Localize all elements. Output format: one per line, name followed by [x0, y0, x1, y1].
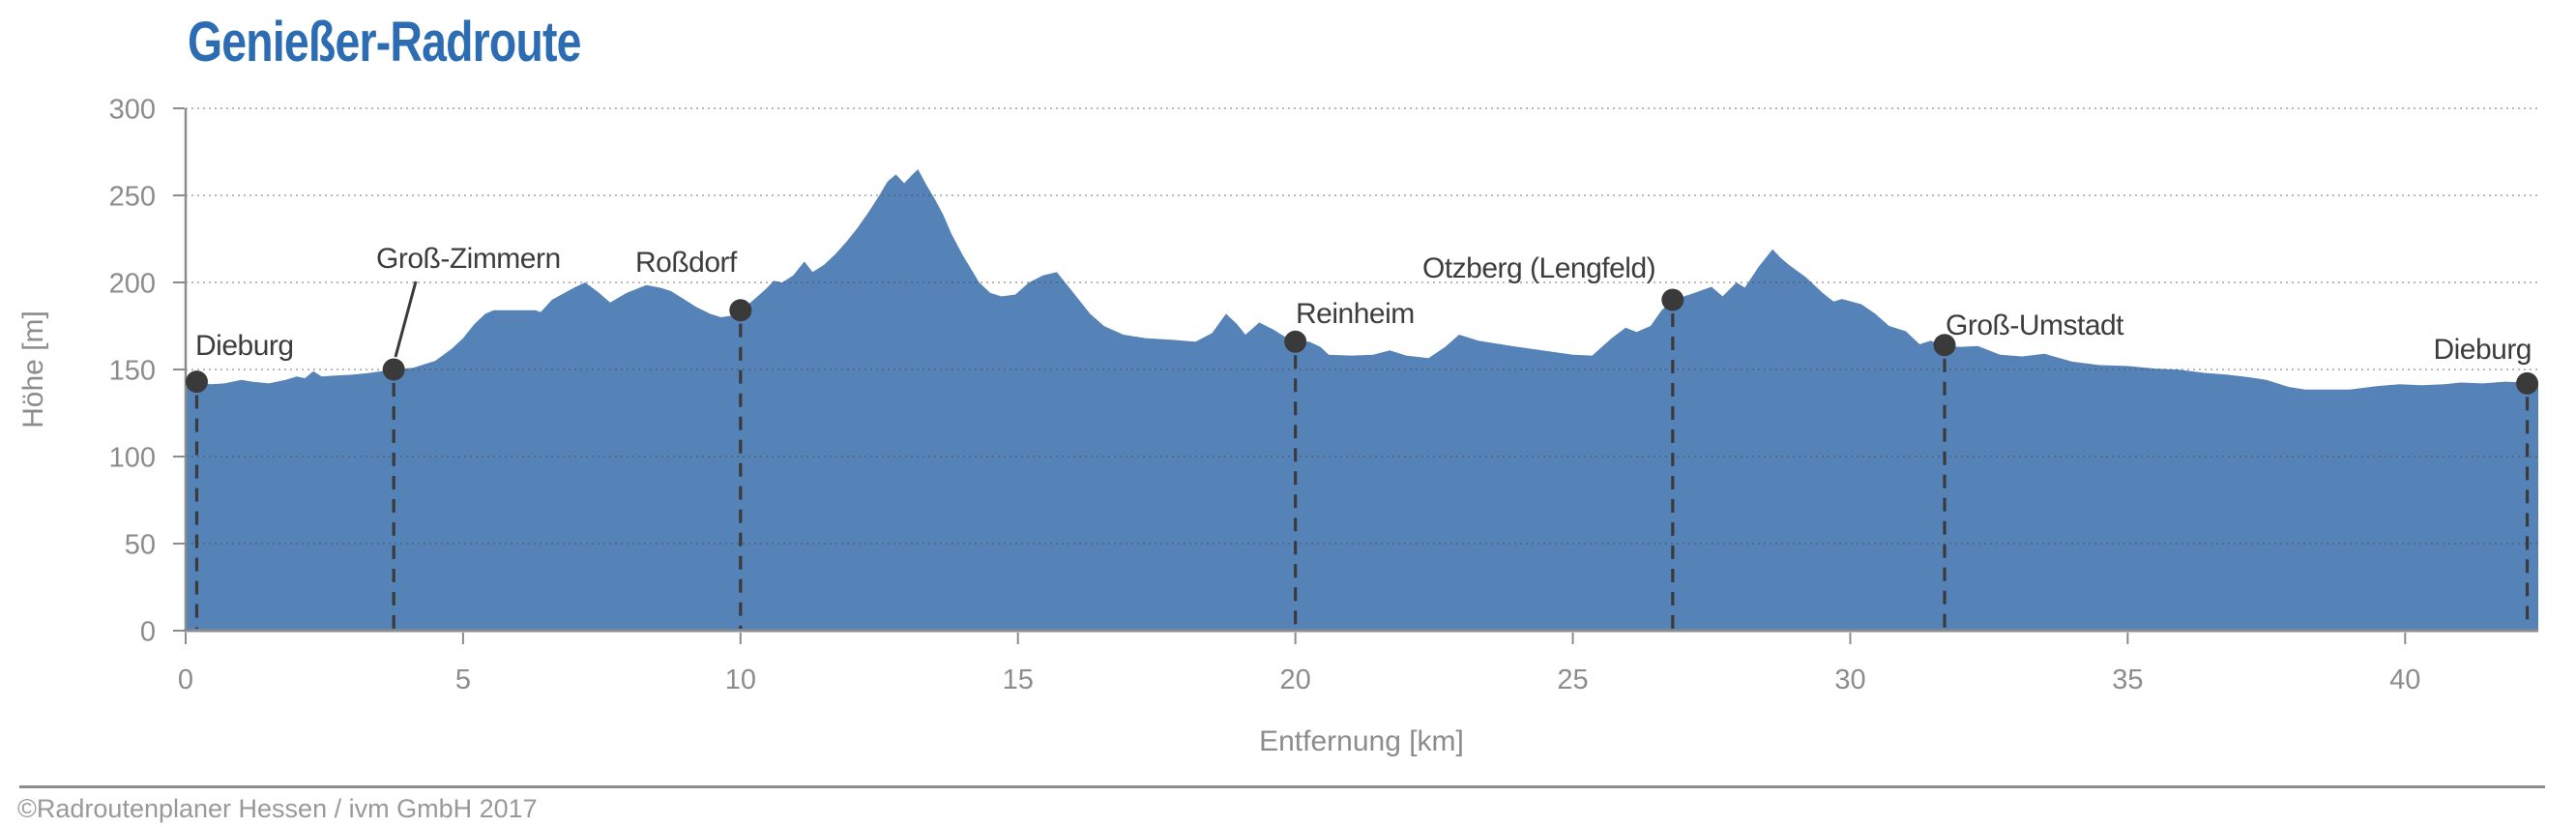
- x-tick-label-35: 35: [2112, 665, 2143, 695]
- x-tick-label-5: 5: [455, 665, 471, 695]
- y-tick-label-100: 100: [109, 443, 156, 474]
- x-tick-label-20: 20: [1280, 665, 1311, 695]
- page-title: Genießer-Radroute: [188, 11, 581, 74]
- x-tick-label-10: 10: [725, 665, 756, 695]
- waypoint-marker-gross-zimmern: [382, 358, 405, 381]
- waypoint-label-reinheim: Reinheim: [1296, 298, 1415, 330]
- y-tick-label-200: 200: [109, 269, 156, 300]
- waypoint-marker-rossdorf: [729, 299, 752, 322]
- y-tick-label-250: 250: [109, 182, 156, 213]
- waypoint-marker-otzberg-lengfeld: [1661, 288, 1684, 311]
- x-tick-label-0: 0: [178, 665, 193, 695]
- x-axis-title: Entfernung [km]: [1259, 725, 1464, 757]
- y-tick-label-0: 0: [140, 617, 156, 648]
- waypoint-marker-dieburg-end: [2516, 371, 2539, 395]
- waypoint-marker-reinheim: [1284, 330, 1307, 353]
- y-tick-label-50: 50: [125, 530, 156, 561]
- waypoint-label-rossdorf: Roßdorf: [635, 247, 738, 279]
- waypoint-label-dieburg-end: Dieburg: [2433, 334, 2532, 366]
- x-tick-label-40: 40: [2389, 665, 2420, 695]
- y-tick-label-300: 300: [109, 95, 156, 126]
- footer-credit: ©Radroutenplaner Hessen / ivm GmbH 2017: [17, 794, 538, 823]
- waypoint-label-gross-umstadt: Groß-Umstadt: [1946, 310, 2124, 341]
- x-tick-label-15: 15: [1003, 665, 1034, 695]
- elevation-chart: 0 50 100 150 200 250 300 0 5 10 15 20 25 30 35 40 Diebur…: [17, 95, 2539, 757]
- waypoint-label-dieburg-start: Dieburg: [195, 330, 294, 362]
- waypoint-leader-gross-zimmern: [394, 281, 418, 358]
- x-tick-label-25: 25: [1557, 665, 1588, 695]
- y-axis-title: Höhe [m]: [17, 310, 49, 428]
- y-tick-label-150: 150: [109, 356, 156, 387]
- waypoint-label-otzberg-lengfeld: Otzberg (Lengfeld): [1422, 252, 1655, 284]
- elevation-area: [186, 169, 2538, 631]
- waypoint-marker-dieburg-start: [185, 370, 208, 394]
- footer-divider: [19, 785, 2545, 788]
- waypoint-marker-gross-umstadt: [1933, 334, 1956, 357]
- plot-area: 0 50 100 150 200 250 300 0 5 10 15 20 25 30 35 40 Diebur…: [109, 95, 2539, 695]
- x-tick-label-30: 30: [1834, 665, 1865, 695]
- waypoint-label-gross-zimmern: Groß-Zimmern: [376, 243, 561, 275]
